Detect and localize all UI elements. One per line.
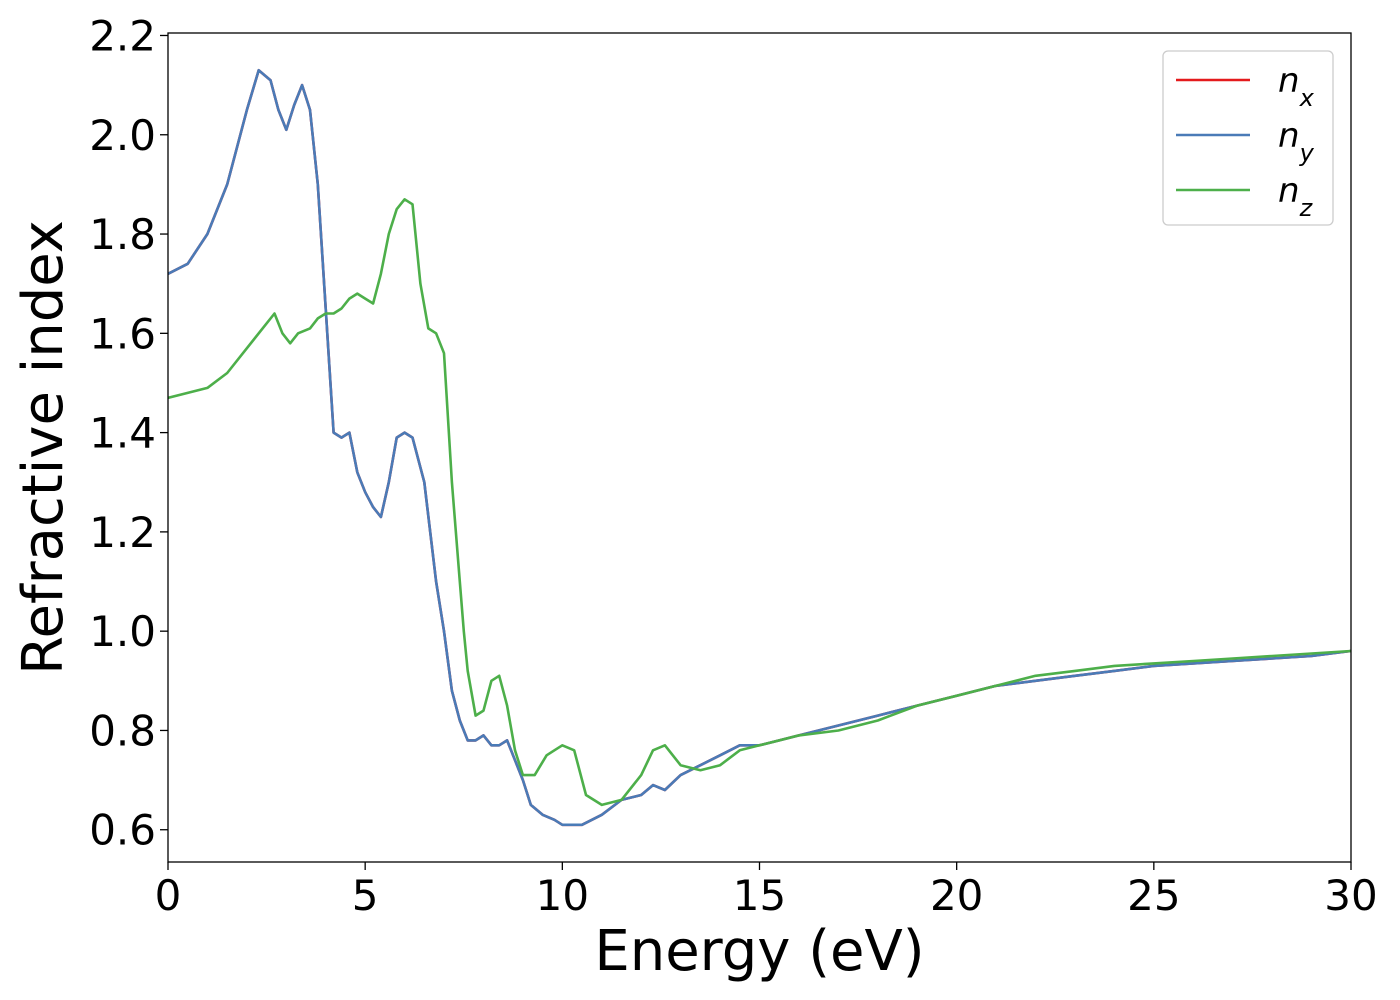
y-tick-label: 0.8 <box>89 706 156 755</box>
y-tick-label: 1.2 <box>89 508 156 557</box>
x-tick-label: 15 <box>733 871 786 920</box>
legend-label-y: ny <box>1278 116 1315 167</box>
legend-label-z: nz <box>1278 171 1314 222</box>
legend-box <box>1162 50 1334 226</box>
y-tick-label: 1.4 <box>89 409 156 458</box>
y-tick-label: 1.6 <box>89 309 156 358</box>
x-axis-label: Energy (eV) <box>594 919 924 984</box>
series-layer <box>168 68 1351 827</box>
x-tick-label: 20 <box>930 871 983 920</box>
x-tick-label: 25 <box>1127 871 1180 920</box>
x-tick-label: 10 <box>536 871 589 920</box>
x-tick-label: 0 <box>155 871 182 920</box>
x-tick-label: 5 <box>352 871 379 920</box>
y-axis-label: Refractive index <box>11 220 76 675</box>
y-tick-label: 2.0 <box>89 111 156 160</box>
legend-label-x: nx <box>1278 61 1315 112</box>
y-tick-label: 2.2 <box>89 11 156 60</box>
series-line-y <box>168 68 1351 827</box>
series-line-z <box>168 198 1351 807</box>
x-tick-label: 30 <box>1324 871 1377 920</box>
y-tick-label: 0.6 <box>89 806 156 855</box>
y-tick-label: 1.8 <box>89 210 156 259</box>
ticks-layer: 0 5 10 15 20 25 30 0.6 0.8 1.0 1.2 1.4 1.6 1.8 2.0 2.2 <box>89 11 1378 920</box>
y-tick-label: 1.0 <box>89 607 156 656</box>
